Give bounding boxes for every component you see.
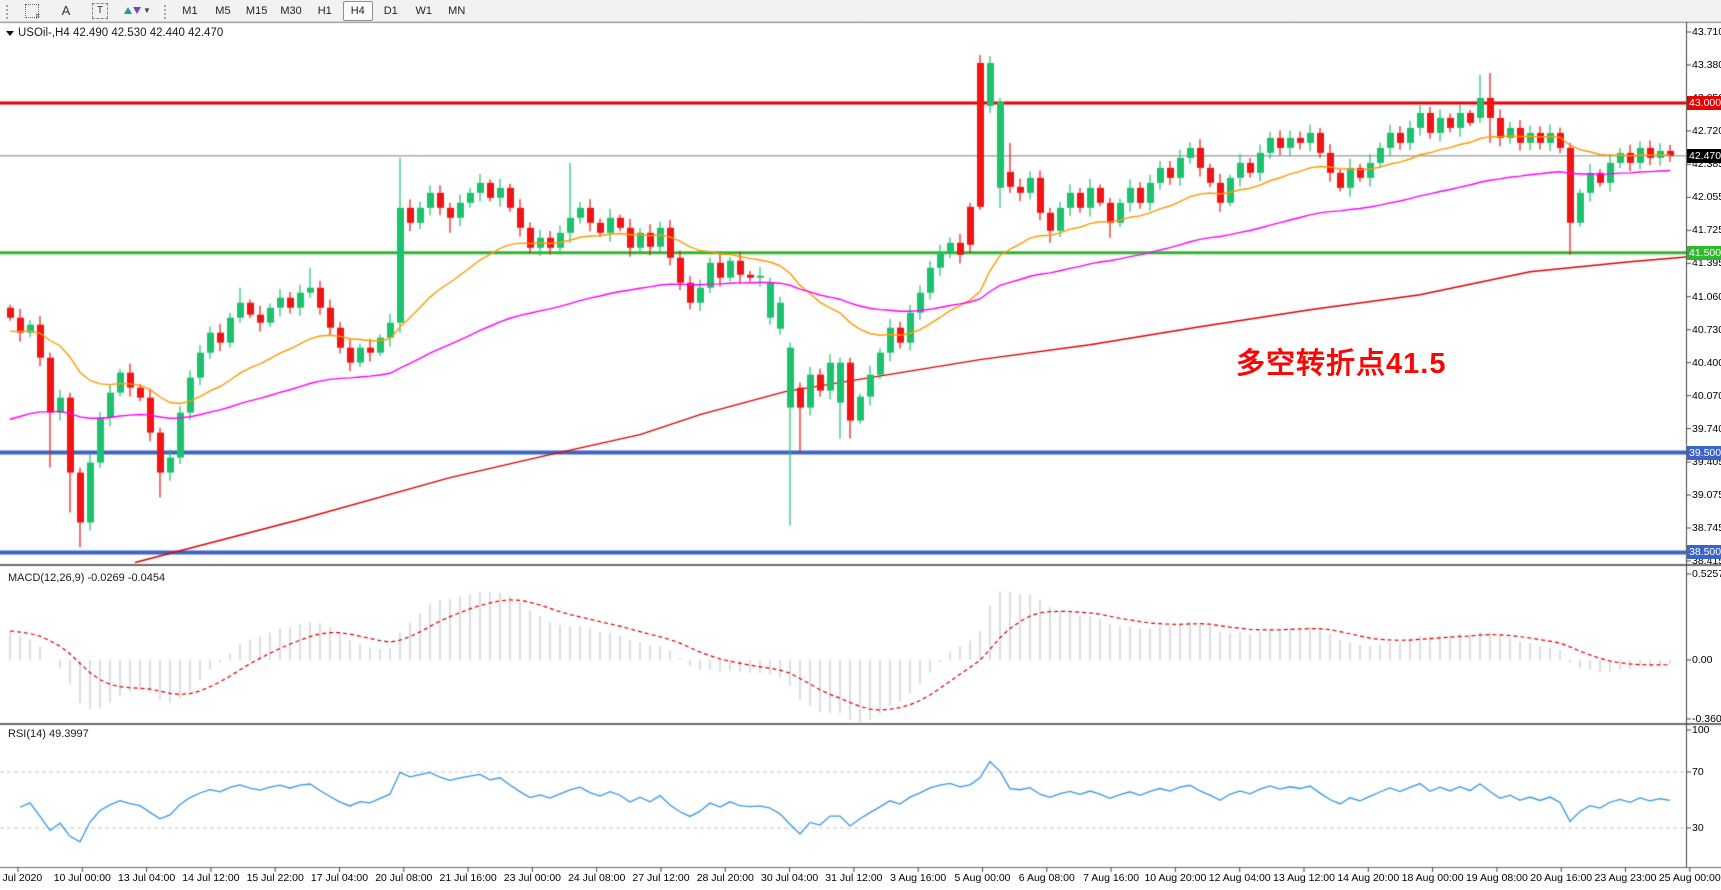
toolbar: F A T ▼ M1 M5 M15 M30 H1 H4 D1 W1 MN bbox=[0, 0, 1721, 22]
date-tick-label: 13 Jul 04:00 bbox=[117, 872, 176, 884]
annotation-text: 多空转折点41.5 bbox=[1236, 348, 1447, 380]
current-price-badge: 42.470 bbox=[1687, 148, 1721, 163]
macd-tick-label: -0.3603 bbox=[1692, 712, 1721, 725]
text-box-button[interactable]: T bbox=[85, 1, 115, 21]
date-tick-label: 3 Aug 16:00 bbox=[890, 872, 947, 884]
symbol-label: USOil-,H4 42.490 42.530 42.440 42.470 bbox=[18, 27, 224, 39]
toolbar-grip[interactable] bbox=[162, 2, 168, 19]
line-price-badge: 43.000 bbox=[1687, 95, 1721, 110]
price-tick-label: 41.725 bbox=[1692, 224, 1721, 237]
date-tick-label: 17 Jul 04:00 bbox=[310, 872, 369, 884]
price-tick-label: 43.380 bbox=[1692, 58, 1721, 71]
purple-arrow-icon bbox=[133, 7, 141, 14]
timeframe-button-m1[interactable]: M1 bbox=[182, 4, 198, 17]
line-price-badge: 39.500 bbox=[1687, 445, 1721, 460]
toolbar-grip[interactable] bbox=[5, 2, 10, 19]
letter-t-icon: T bbox=[92, 2, 108, 19]
price-tick-label: 40.730 bbox=[1692, 323, 1721, 336]
date-tick-label: 30 Jul 04:00 bbox=[760, 872, 819, 884]
teal-arrow-icon bbox=[124, 7, 132, 14]
rsi-indicator-label: RSI(14) 49.3997 bbox=[8, 728, 89, 740]
symbol-ohlc-line: USOil-,H4 42.490 42.530 42.440 42.470 bbox=[6, 27, 223, 39]
price-chart-canvas[interactable] bbox=[0, 22, 1721, 890]
date-tick-label: 23 Aug 23:00 bbox=[1594, 872, 1657, 884]
date-tick-label: 20 Jul 08:00 bbox=[375, 872, 433, 884]
timeframe-button-w1[interactable]: W1 bbox=[415, 4, 432, 17]
timeframe-button-h1[interactable]: H1 bbox=[317, 4, 332, 17]
rsi-tick-label: 70 bbox=[1692, 766, 1704, 778]
line-price-badge: 38.500 bbox=[1687, 545, 1721, 560]
timeframe-bar: M1 M5 M15 M30 H1 H4 D1 W1 MN bbox=[175, 0, 472, 21]
date-tick-label: 25 Aug 00:00 bbox=[1658, 872, 1721, 884]
rsi-tick-label: 30 bbox=[1692, 822, 1704, 834]
date-tick-label: 14 Aug 20:00 bbox=[1337, 872, 1400, 884]
date-tick-label: 13 Aug 12:00 bbox=[1273, 872, 1335, 884]
date-tick-label: 10 Aug 20:00 bbox=[1144, 872, 1207, 884]
date-tick-label: 19 Aug 08:00 bbox=[1465, 872, 1528, 884]
rsi-tick-label: 100 bbox=[1692, 724, 1710, 736]
timeframe-button-m30[interactable]: M30 bbox=[280, 4, 302, 17]
date-tick-label: 28 Jul 20:00 bbox=[696, 872, 754, 884]
objects-grid-button[interactable]: F bbox=[17, 1, 47, 21]
date-tick-label: 21 Jul 16:00 bbox=[439, 872, 497, 884]
text-label-button[interactable]: A bbox=[51, 1, 81, 21]
date-tick-label: 31 Jul 12:00 bbox=[825, 872, 883, 884]
price-tick-label: 40.070 bbox=[1692, 389, 1721, 402]
timeframe-button-m5[interactable]: M5 bbox=[215, 4, 231, 17]
date-tick-label: 12 Aug 04:00 bbox=[1208, 872, 1271, 884]
macd-tick-label: 0.00 bbox=[1692, 654, 1713, 666]
date-tick-label: 15 Jul 22:00 bbox=[246, 872, 304, 884]
line-price-badge: 41.500 bbox=[1687, 245, 1721, 260]
cursor-mode-button[interactable]: ▼ bbox=[119, 1, 156, 21]
price-tick-label: 38.745 bbox=[1692, 522, 1721, 534]
price-tick-label: 43.710 bbox=[1692, 26, 1721, 38]
date-tick-label: 23 Jul 00:00 bbox=[503, 872, 561, 884]
price-tick-label: 40.400 bbox=[1692, 356, 1721, 369]
timeframe-button-d1[interactable]: D1 bbox=[383, 4, 398, 17]
price-tick-label: 39.075 bbox=[1692, 489, 1721, 502]
dotted-grid-icon: F bbox=[25, 3, 40, 21]
macd-tick-label: 0.5257 bbox=[1692, 567, 1721, 580]
date-tick-label: 7 Aug 16:00 bbox=[1083, 872, 1140, 884]
chevron-down-icon: ▼ bbox=[143, 6, 151, 15]
date-tick-label: 5 Aug 00:00 bbox=[954, 872, 1011, 884]
letter-a-icon: A bbox=[61, 3, 71, 18]
date-tick-label: 10 Jul 00:00 bbox=[53, 872, 111, 884]
date-tick-label: 18 Aug 00:00 bbox=[1401, 872, 1464, 884]
timeframe-button-m15[interactable]: M15 bbox=[245, 4, 268, 17]
date-tick-label: 8 Jul 2020 bbox=[0, 872, 43, 884]
timeframe-button-mn[interactable]: MN bbox=[448, 4, 466, 17]
timeframe-button-h4[interactable]: H4 bbox=[342, 0, 373, 21]
chart-window: USOil-,H4 42.490 42.530 42.440 42.470 MA… bbox=[0, 22, 1721, 890]
date-tick-label: 27 Jul 12:00 bbox=[632, 872, 690, 884]
date-tick-label: 24 Jul 08:00 bbox=[568, 872, 626, 884]
date-tick-label: 20 Aug 16:00 bbox=[1530, 872, 1593, 884]
macd-indicator-label: MACD(12,26,9) -0.0269 -0.0454 bbox=[8, 572, 166, 584]
date-tick-label: 6 Aug 08:00 bbox=[1018, 872, 1075, 884]
price-tick-label: 41.060 bbox=[1692, 290, 1721, 303]
price-tick-label: 41.395 bbox=[1692, 257, 1721, 270]
date-tick-label: 14 Jul 12:00 bbox=[182, 872, 240, 884]
price-tick-label: 39.740 bbox=[1692, 422, 1721, 435]
chevron-down-icon bbox=[6, 30, 14, 36]
price-tick-label: 42.720 bbox=[1692, 124, 1721, 137]
price-tick-label: 42.055 bbox=[1692, 191, 1721, 204]
